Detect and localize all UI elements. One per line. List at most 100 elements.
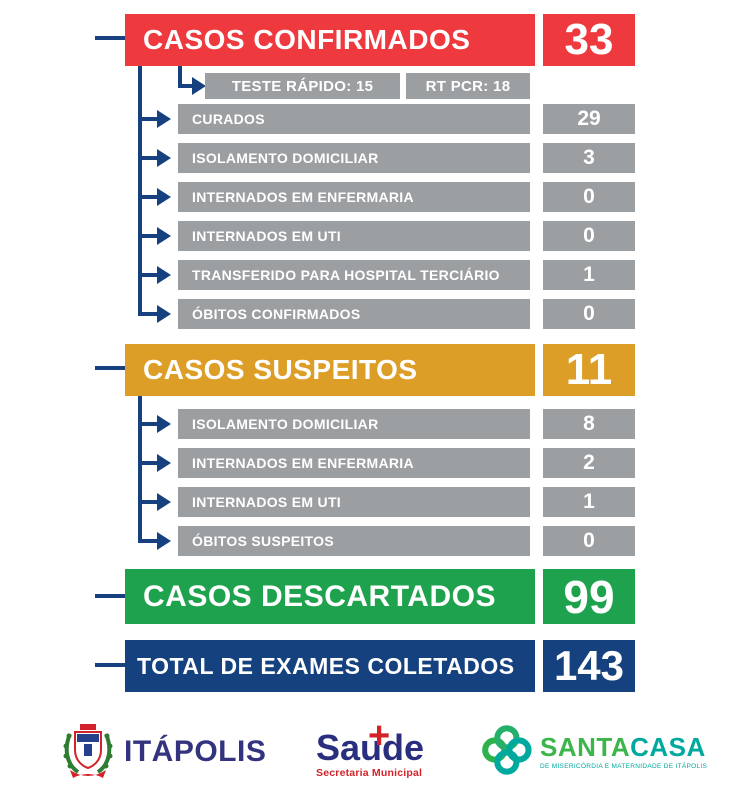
arrow-right-icon [157, 110, 171, 128]
breakdown-rt-pcr-label: RT PCR: 18 [425, 77, 511, 95]
row-value: 0 [583, 224, 595, 247]
row-label: ÓBITOS SUSPEITOS [192, 533, 334, 549]
arrow-right-icon [157, 149, 171, 167]
breakdown-rt-pcr: RT PCR: 18 [406, 73, 530, 99]
row-value: 29 [577, 107, 601, 130]
connector-line [140, 117, 158, 121]
stat-row-label: INTERNADOS EM UTI [178, 487, 530, 517]
saude-word-text: Saude [316, 727, 425, 768]
connector-line [140, 461, 158, 465]
discarded-total: 99 [563, 570, 615, 623]
confirmed-title: CASOS CONFIRMADOS [143, 24, 471, 55]
row-value: 2 [583, 451, 595, 474]
discarded-header: CASOS DESCARTADOS [125, 569, 535, 624]
discarded-total-badge: 99 [543, 569, 635, 624]
row-label: INTERNADOS EM UTI [192, 494, 341, 510]
itapolis-name: ITÁPOLIS [124, 735, 267, 768]
arrow-right-icon [157, 188, 171, 206]
suspected-total: 11 [565, 345, 613, 394]
confirmed-total-badge: 33 [543, 14, 635, 66]
stat-row-label: ISOLAMENTO DOMICILIAR [178, 409, 530, 439]
row-label: INTERNADOS EM ENFERMARIA [192, 189, 414, 205]
santacasa-name-part2: CASA [630, 732, 706, 762]
connector-line [140, 234, 158, 238]
connector-tree-confirmed [138, 66, 142, 316]
stat-row-label: ÓBITOS SUSPEITOS [178, 526, 530, 556]
suspected-total-badge: 11 [543, 344, 635, 396]
connector-line [140, 156, 158, 160]
total-exams-badge: 143 [543, 640, 635, 692]
stat-row-value: 8 [543, 409, 635, 439]
row-label: CURADOS [192, 111, 265, 127]
itapolis-crest-icon [62, 720, 114, 785]
connector-line [140, 273, 158, 277]
arrow-right-icon [192, 77, 206, 95]
breakdown-teste-rapido-label: TESTE RÁPIDO: 15 [231, 77, 374, 95]
santacasa-clover-icon [480, 722, 532, 783]
total-exams-header: TOTAL DE EXAMES COLETADOS [125, 640, 535, 692]
row-value: 8 [583, 412, 595, 435]
santacasa-logo: SANTACASA DE MISERICÓRDIA E MATERNIDADE … [480, 722, 707, 782]
row-label: ISOLAMENTO DOMICILIAR [192, 416, 379, 432]
stat-row-value: 2 [543, 448, 635, 478]
row-label: ISOLAMENTO DOMICILIAR [192, 150, 379, 166]
santacasa-tagline: DE MISERICÓRDIA E MATERNIDADE DE ITÁPOLI… [540, 763, 708, 770]
suspected-header: CASOS SUSPEITOS [125, 344, 535, 396]
stat-row-label: INTERNADOS EM UTI [178, 221, 530, 251]
connector-line [178, 66, 182, 88]
connector-tree-suspected [138, 396, 142, 543]
arrow-right-icon [157, 415, 171, 433]
stat-row-value: 1 [543, 260, 635, 290]
connector-line [140, 312, 158, 316]
suspected-title: CASOS SUSPEITOS [143, 354, 418, 385]
stat-row-label: CURADOS [178, 104, 530, 134]
arrow-right-icon [157, 305, 171, 323]
stat-row-value: 0 [543, 182, 635, 212]
saude-subtitle: Secretaria Municipal [316, 767, 423, 779]
row-value: 1 [583, 490, 595, 513]
discarded-title: CASOS DESCARTADOS [143, 579, 496, 613]
santacasa-name-part1: SANTA [540, 732, 631, 762]
arrow-right-icon [157, 493, 171, 511]
arrow-right-icon [157, 266, 171, 284]
connector-line [140, 500, 158, 504]
arrow-right-icon [157, 454, 171, 472]
connector-line [140, 422, 158, 426]
saude-logo: Saude + Secretaria Municipal [316, 717, 436, 779]
stat-row-value: 29 [543, 104, 635, 134]
saude-wordmark: Saude + [316, 717, 436, 768]
connector-line [178, 84, 192, 88]
itapolis-logo: ITÁPOLIS [62, 722, 266, 782]
arrow-right-icon [157, 532, 171, 550]
row-label: INTERNADOS EM ENFERMARIA [192, 455, 414, 471]
stat-row-label: TRANSFERIDO PARA HOSPITAL TERCIÁRIO [178, 260, 530, 290]
arrow-right-icon [157, 227, 171, 245]
row-label: TRANSFERIDO PARA HOSPITAL TERCIÁRIO [192, 267, 500, 283]
row-value: 0 [583, 185, 595, 208]
row-value: 1 [583, 263, 595, 286]
stat-row-label: ISOLAMENTO DOMICILIAR [178, 143, 530, 173]
stat-row-value: 0 [543, 526, 635, 556]
connector-dash-suspected [95, 366, 125, 370]
row-value: 0 [583, 529, 595, 552]
connector-dash-total [95, 663, 125, 667]
total-exams-total: 143 [553, 642, 625, 689]
stat-row-label: INTERNADOS EM ENFERMARIA [178, 182, 530, 212]
row-value: 3 [583, 146, 595, 169]
stat-row-value: 0 [543, 221, 635, 251]
red-cross-icon: + [368, 715, 391, 757]
breakdown-teste-rapido: TESTE RÁPIDO: 15 [205, 73, 400, 99]
connector-line [140, 539, 158, 543]
row-label: INTERNADOS EM UTI [192, 228, 341, 244]
connector-dash-discarded [95, 594, 125, 598]
stat-row-value: 0 [543, 299, 635, 329]
connector-line [140, 195, 158, 199]
total-exams-title: TOTAL DE EXAMES COLETADOS [137, 652, 515, 679]
confirmed-total: 33 [564, 15, 614, 64]
stat-row-value: 1 [543, 487, 635, 517]
row-value: 0 [583, 302, 595, 325]
confirmed-header: CASOS CONFIRMADOS [125, 14, 535, 66]
stat-row-label: ÓBITOS CONFIRMADOS [178, 299, 530, 329]
stat-row-label: INTERNADOS EM ENFERMARIA [178, 448, 530, 478]
